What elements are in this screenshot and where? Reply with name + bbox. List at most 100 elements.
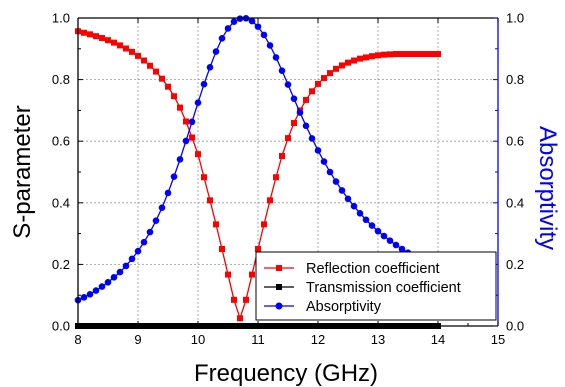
data-point-absorptivity	[260, 31, 268, 39]
data-point-reflection	[357, 55, 363, 62]
legend-marker-transmission	[276, 284, 282, 290]
y2-tick-label: 1.0	[506, 11, 524, 26]
x-tick-label: 9	[134, 332, 141, 347]
x-tick-label: 10	[191, 332, 205, 347]
legend-box	[255, 251, 497, 321]
data-point-reflection	[285, 135, 291, 142]
y2-axis-title: Absorptivity	[534, 126, 561, 250]
x-tick-label: 13	[371, 332, 385, 347]
data-point-reflection	[183, 118, 189, 125]
legend-item-transmission: Transmission coefficient	[264, 280, 461, 296]
data-point-reflection	[321, 75, 327, 82]
data-point-absorptivity	[182, 137, 190, 145]
data-point-reflection	[135, 52, 141, 59]
data-point-absorptivity	[158, 204, 166, 212]
legend-label-absorptivity: Absorptivity	[306, 299, 382, 315]
axes	[77, 17, 499, 327]
data-point-reflection	[369, 53, 375, 60]
data-point-absorptivity	[200, 80, 208, 88]
data-point-reflection	[195, 151, 201, 158]
data-point-reflection	[189, 134, 195, 141]
data-point-absorptivity	[170, 173, 178, 180]
x-tick-label: 14	[431, 332, 445, 347]
data-point-reflection	[249, 271, 255, 278]
y-tick-label: 0.8	[52, 72, 70, 87]
y-tick-label: 0.6	[52, 134, 70, 149]
data-point-absorptivity	[356, 209, 364, 217]
data-point-reflection	[333, 65, 339, 72]
data-point-reflection	[309, 88, 315, 95]
data-point-absorptivity	[80, 294, 88, 301]
data-point-absorptivity	[206, 63, 214, 71]
data-point-absorptivity	[110, 274, 118, 281]
data-point-reflection	[411, 51, 417, 58]
y2-tick-label: 0.2	[506, 257, 524, 272]
data-point-reflection	[423, 51, 429, 58]
data-point-reflection	[225, 271, 231, 278]
data-point-reflection	[405, 51, 411, 58]
data-point-reflection	[339, 62, 345, 69]
data-point-reflection	[129, 48, 135, 55]
data-point-reflection	[231, 296, 237, 303]
data-point-absorptivity	[230, 18, 238, 25]
y2-tick-label: 0.0	[506, 319, 524, 334]
data-point-reflection	[387, 51, 393, 58]
data-point-reflection	[303, 96, 309, 103]
data-point-absorptivity	[332, 178, 340, 185]
data-point-absorptivity	[104, 278, 112, 286]
data-point-reflection	[351, 57, 357, 64]
data-point-absorptivity	[224, 25, 232, 32]
data-point-reflection	[141, 57, 147, 64]
data-point-absorptivity	[272, 54, 280, 61]
data-point-reflection	[177, 104, 183, 111]
data-point-reflection	[99, 35, 105, 42]
y-tick-label: 1.0	[52, 11, 70, 26]
data-point-absorptivity	[146, 228, 154, 236]
data-point-reflection	[219, 246, 225, 252]
legend-label-transmission: Transmission coefficient	[306, 280, 461, 296]
data-point-reflection	[237, 315, 243, 322]
data-point-absorptivity	[368, 222, 376, 229]
data-point-reflection	[363, 54, 369, 61]
y2-tick-label: 0.4	[506, 195, 524, 210]
data-point-reflection	[381, 51, 387, 58]
data-point-absorptivity	[398, 245, 406, 253]
data-point-reflection	[93, 33, 99, 40]
data-point-absorptivity	[152, 217, 160, 224]
data-point-absorptivity	[290, 95, 298, 102]
data-point-absorptivity	[134, 247, 142, 255]
data-point-reflection	[267, 197, 273, 204]
data-point-reflection	[165, 83, 171, 90]
data-point-reflection	[261, 221, 267, 228]
data-point-absorptivity	[296, 109, 304, 116]
x-tick-label: 15	[491, 332, 505, 347]
data-point-reflection	[87, 31, 93, 38]
data-point-absorptivity	[374, 227, 382, 235]
y2-tick-label: 0.8	[506, 72, 524, 87]
data-point-reflection	[255, 246, 261, 252]
data-point-reflection	[243, 296, 249, 303]
data-point-reflection	[429, 51, 435, 58]
data-point-absorptivity	[392, 241, 400, 249]
data-point-absorptivity	[194, 99, 202, 106]
data-point-reflection	[201, 174, 207, 181]
data-point-reflection	[417, 51, 423, 58]
data-point-absorptivity	[266, 42, 274, 49]
x-tick-label: 12	[311, 332, 325, 347]
y2-tick-label: 0.6	[506, 134, 524, 149]
data-point-reflection	[153, 68, 159, 75]
y-tick-label: 0.4	[52, 195, 70, 210]
data-point-absorptivity	[188, 118, 196, 126]
data-point-absorptivity	[218, 35, 226, 42]
data-point-absorptivity	[308, 135, 316, 142]
data-point-absorptivity	[254, 23, 262, 30]
data-point-reflection	[213, 221, 219, 228]
legend-marker-absorptivity	[275, 302, 283, 310]
data-point-reflection	[159, 75, 165, 82]
data-point-absorptivity	[350, 202, 358, 210]
data-point-absorptivity	[320, 158, 328, 165]
data-point-absorptivity	[314, 147, 322, 154]
data-point-reflection	[81, 29, 87, 36]
x-tick-label: 11	[251, 332, 265, 347]
